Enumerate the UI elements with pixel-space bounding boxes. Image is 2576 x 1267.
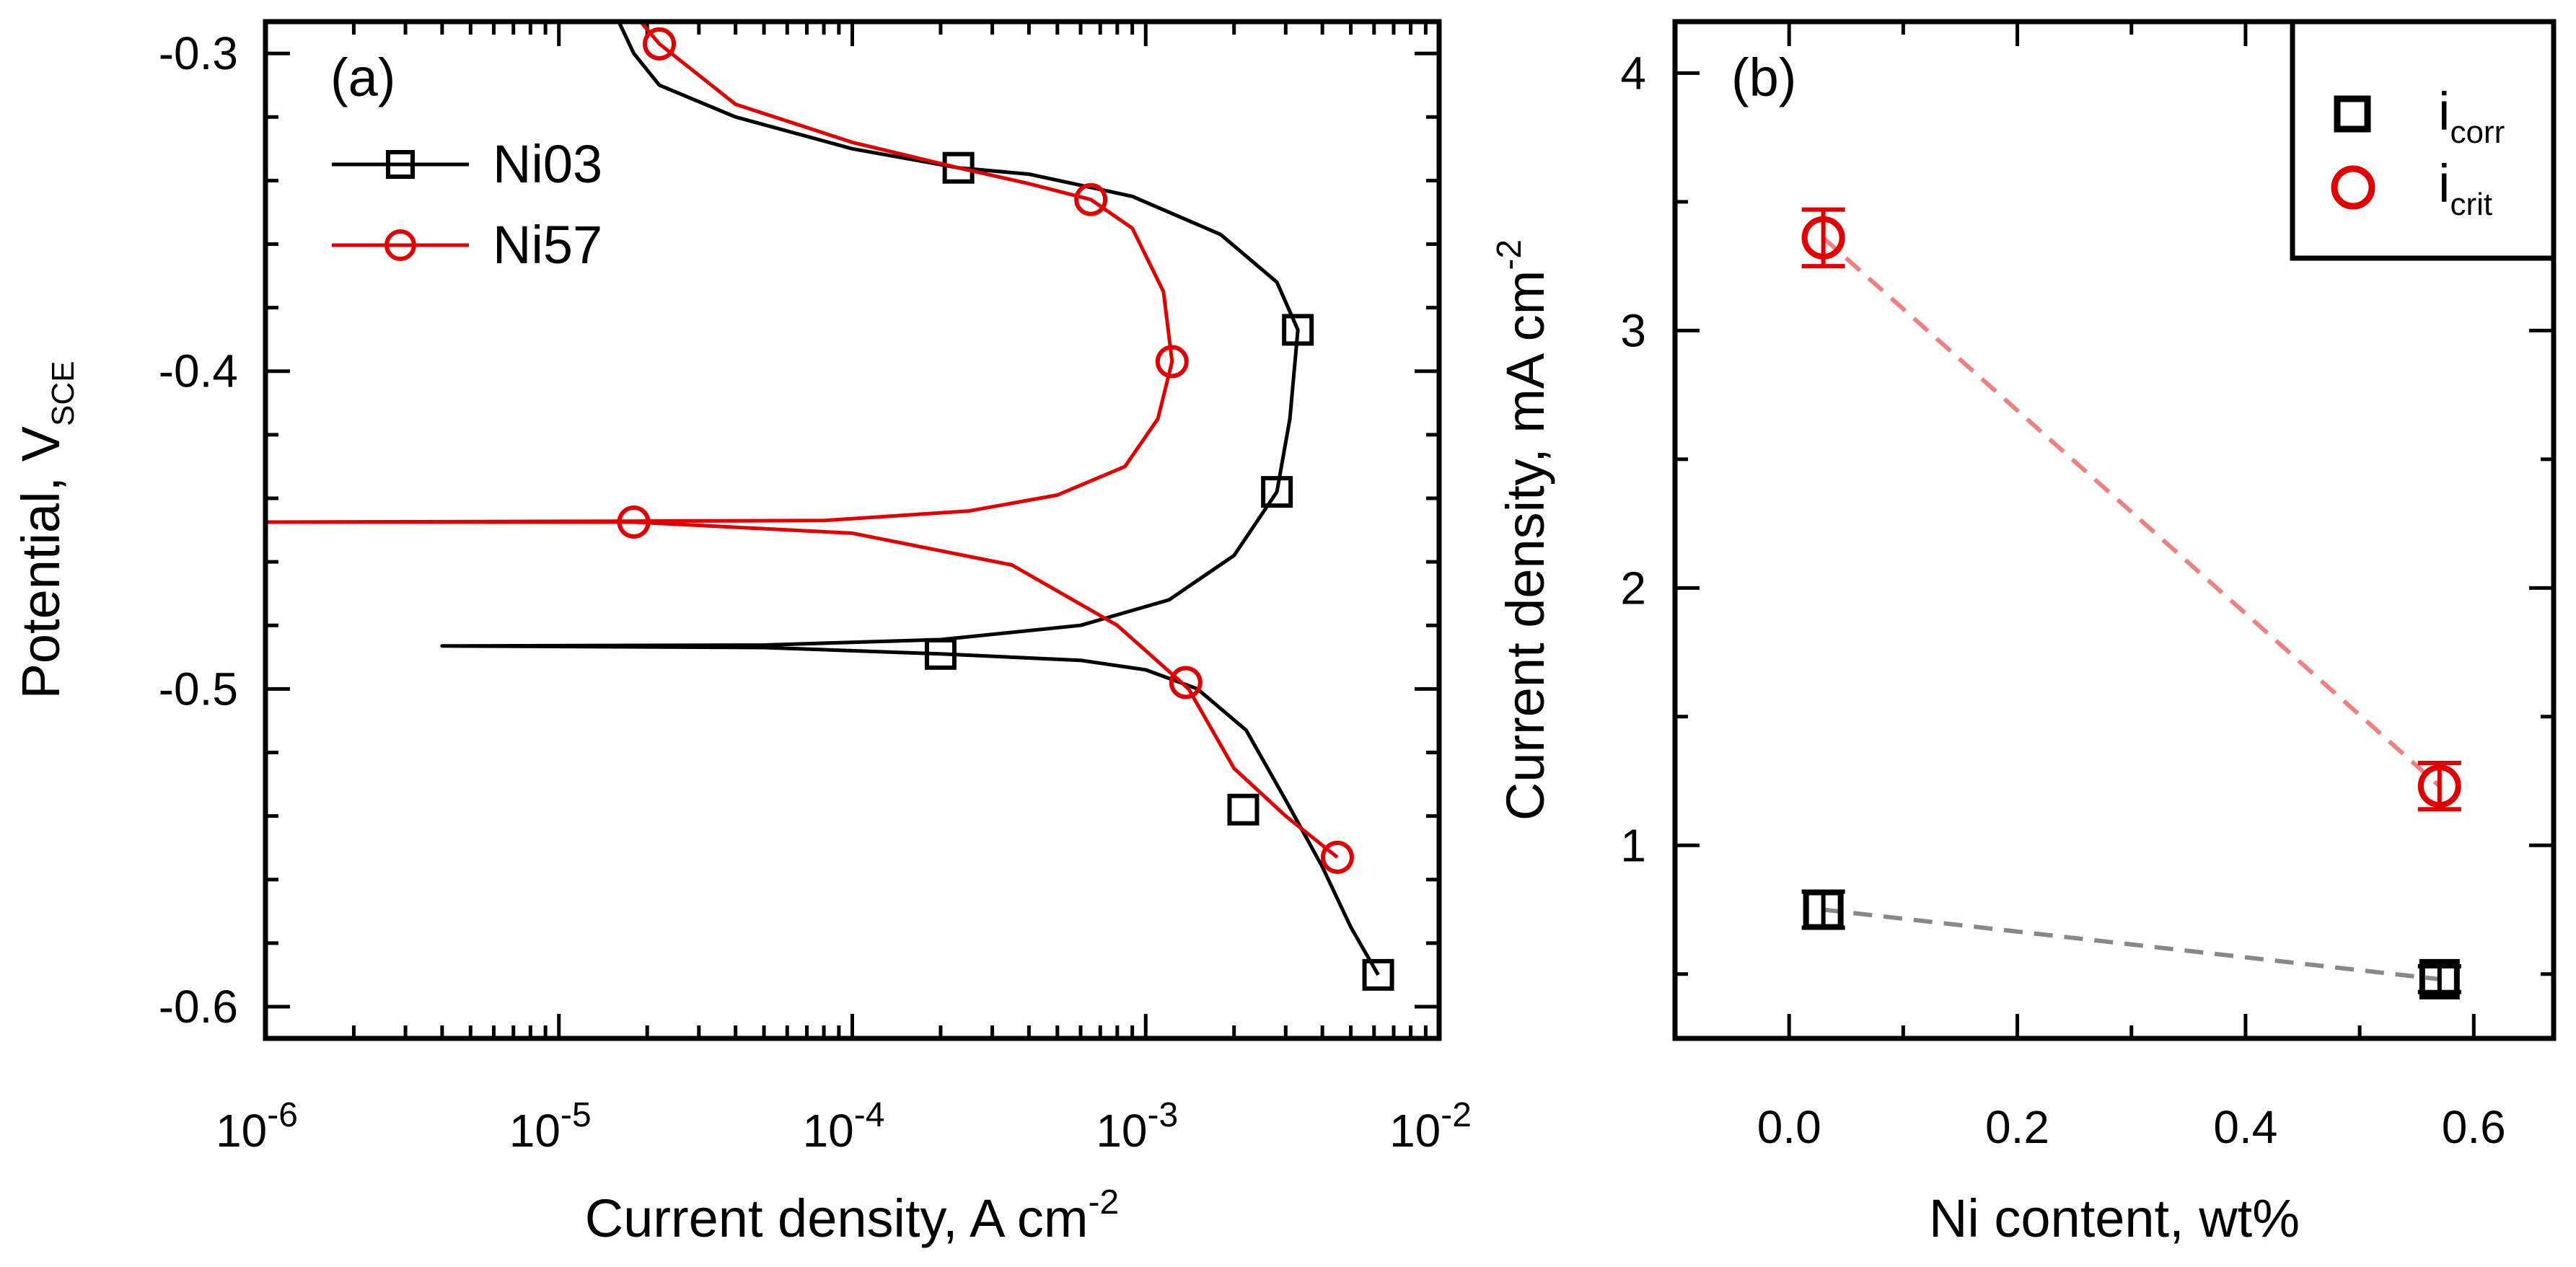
panel-b-plot-frame xyxy=(1672,19,2557,1041)
legend-label-ni57: Ni57 xyxy=(493,215,602,275)
data-point-ni03 xyxy=(1261,476,1293,508)
x-tick-label: 10-5 xyxy=(509,1096,592,1157)
x-tick-label: 10-6 xyxy=(216,1096,298,1157)
panel-a-legend: Ni03 Ni57 xyxy=(332,134,602,275)
y-tick-label: 2 xyxy=(1620,562,1646,614)
data-point-i-corr xyxy=(2419,958,2460,999)
legend-label-icrit: icrit xyxy=(2438,154,2492,222)
trend-line-i-corr xyxy=(1823,907,2440,981)
data-point-ni57 xyxy=(617,505,651,539)
panel-b-label: (b) xyxy=(1731,48,1796,107)
legend-label-ni03: Ni03 xyxy=(493,134,602,194)
panel-a-label: (a) xyxy=(330,48,395,107)
panel-a-y-axis-title: Potential, VSCE xyxy=(11,361,81,699)
x-tick-label: 0.0 xyxy=(1757,1101,1821,1153)
x-tick-label: 10-3 xyxy=(1096,1096,1178,1157)
data-point-ni03 xyxy=(1282,314,1314,346)
panel-b-legend: icorr icrit xyxy=(2290,19,2557,261)
data-point-ni03 xyxy=(924,637,957,670)
panel-a-series xyxy=(263,20,1394,991)
data-point-ni03 xyxy=(1362,958,1394,991)
x-tick-label: 10-2 xyxy=(1389,1096,1472,1157)
data-point-i-crit xyxy=(1801,216,1845,260)
data-point-ni57 xyxy=(1320,840,1354,874)
data-point-ni57 xyxy=(1155,345,1189,379)
panel-b-ticks: 0.0 0.2 0.4 0.6 1 2 3 4 xyxy=(1620,22,2554,1153)
panel-a-x-axis-title: Current density, A cm-2 xyxy=(585,1183,1119,1248)
panel-b-series xyxy=(1801,207,2461,999)
legend-marker-ni03 xyxy=(386,150,415,179)
data-point-ni57 xyxy=(1169,666,1203,699)
y-tick-label: 1 xyxy=(1620,819,1646,871)
panel-a-plot-frame xyxy=(263,19,1442,1041)
trend-line-i-crit xyxy=(1821,236,2441,788)
y-tick-label: -0.4 xyxy=(159,345,238,397)
panel-b-current-density-chart: 0.0 0.2 0.4 0.6 1 2 3 4 (b) icorr icrit Ni cont… xyxy=(1490,19,2557,1248)
y-tick-label: 4 xyxy=(1620,47,1646,99)
panel-a-ticks: 10-6 10-5 10-4 10-3 10-2 -0.3 -0.4 -0.5 -0.6 xyxy=(159,22,1472,1157)
panel-a-polarization-chart: 10-6 10-5 10-4 10-3 10-2 -0.3 -0.4 -0.5 -0.6 (a)… xyxy=(11,19,1472,1248)
data-point-ni03 xyxy=(942,151,975,184)
series-line-ni57 xyxy=(263,20,1339,859)
y-tick-label: -0.5 xyxy=(159,663,238,715)
data-point-i-corr xyxy=(1803,889,1844,930)
data-point-ni57 xyxy=(643,27,677,61)
data-point-i-crit xyxy=(2417,764,2461,808)
panel-b-y-axis-title: Current density, mA cm-2 xyxy=(1490,239,1555,821)
legend-marker-ni57 xyxy=(384,229,416,261)
x-tick-label: 0.4 xyxy=(2213,1101,2277,1153)
legend-marker-icrit xyxy=(2331,165,2375,210)
legend-label-icorr: icorr xyxy=(2438,81,2505,150)
data-point-ni03 xyxy=(1227,793,1260,826)
data-point-ni57 xyxy=(1074,182,1108,216)
y-tick-label: 3 xyxy=(1620,304,1646,356)
panel-b-legend-box xyxy=(2290,19,2557,261)
legend-marker-icorr xyxy=(2334,95,2371,133)
series-line-ni03 xyxy=(440,20,1380,976)
y-tick-label: -0.3 xyxy=(159,27,238,79)
x-tick-label: 10-4 xyxy=(803,1096,885,1157)
x-tick-label: 0.6 xyxy=(2442,1101,2506,1153)
x-tick-label: 0.2 xyxy=(1985,1101,2049,1153)
panel-b-x-axis-title: Ni content, wt% xyxy=(1929,1188,2300,1248)
y-tick-label: -0.6 xyxy=(159,981,238,1033)
